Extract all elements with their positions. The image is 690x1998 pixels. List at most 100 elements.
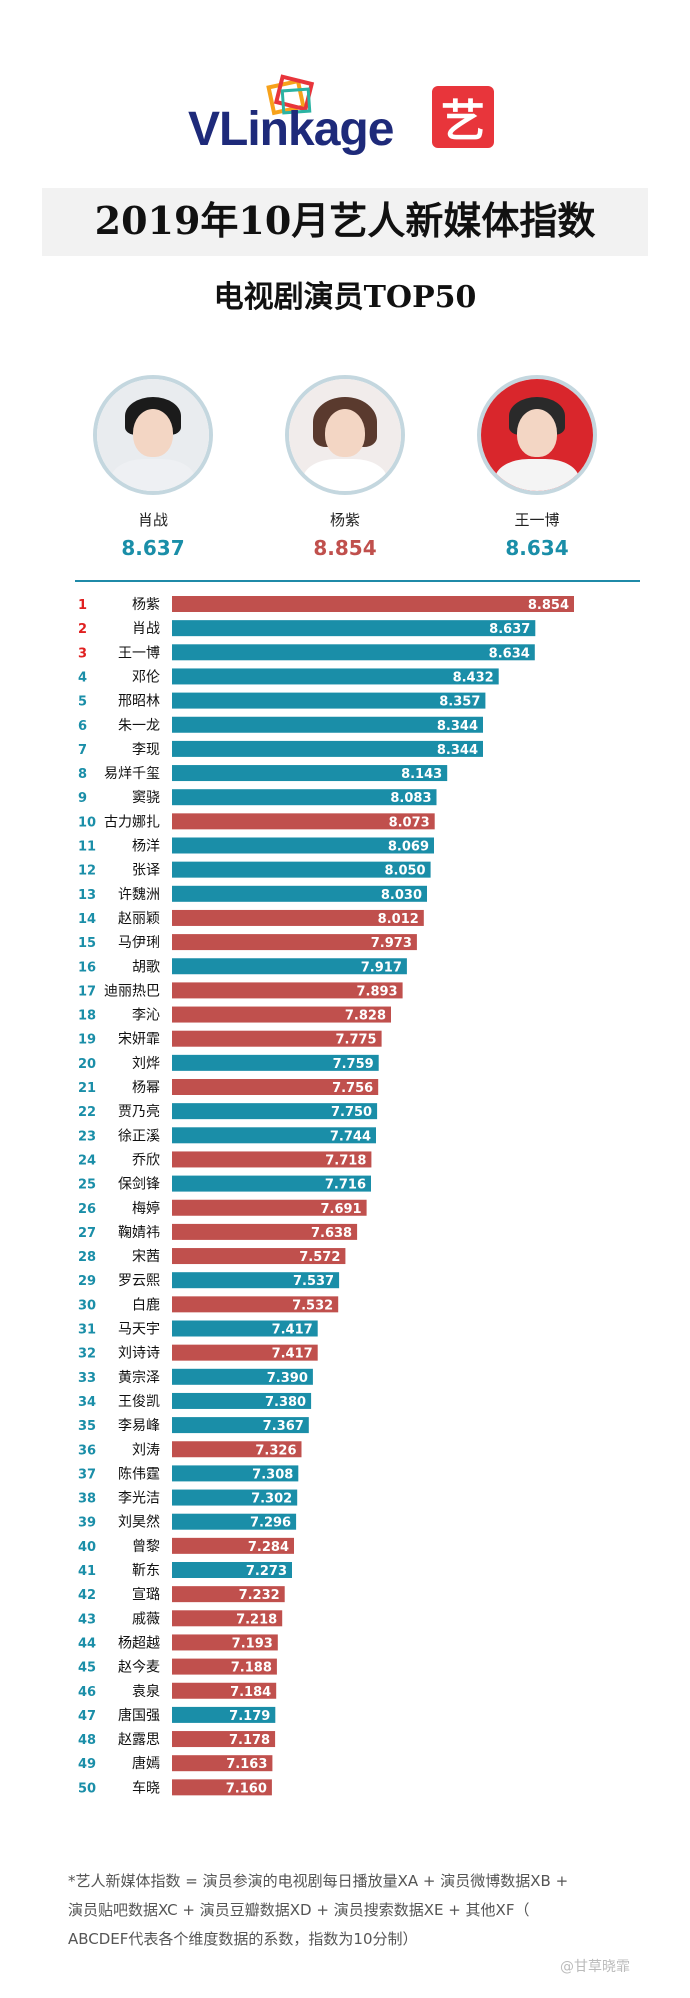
rank-label: 40 bbox=[78, 1540, 96, 1555]
bar bbox=[172, 1634, 278, 1651]
name-label: 杨幂 bbox=[132, 1080, 160, 1096]
rank-label: 7 bbox=[78, 743, 87, 758]
value-label: 7.302 bbox=[251, 1492, 292, 1507]
bar bbox=[172, 1296, 339, 1313]
name-label: 李沁 bbox=[132, 1008, 160, 1024]
value-label: 7.390 bbox=[267, 1371, 308, 1386]
footnote: *艺人新媒体指数 = 演员参演的电视剧每日播放量XA + 演员微博数据XB + … bbox=[68, 1867, 668, 1954]
value-label: 7.193 bbox=[232, 1636, 273, 1651]
name-label: 马伊琍 bbox=[118, 935, 160, 951]
name-label: 邢昭林 bbox=[118, 694, 160, 710]
value-label: 7.537 bbox=[293, 1274, 334, 1289]
value-label: 7.572 bbox=[299, 1250, 340, 1265]
logo-text: VLinkage bbox=[188, 103, 394, 156]
value-label: 8.083 bbox=[390, 791, 431, 806]
value-label: 7.756 bbox=[332, 1081, 373, 1096]
bar bbox=[172, 716, 483, 733]
rank-label: 31 bbox=[78, 1323, 96, 1338]
footnote-line-3: ABCDEF代表各个维度数据的系数，指数为10分制） bbox=[68, 1930, 418, 1948]
podium-name: 王一博 bbox=[514, 511, 560, 529]
rank-label: 43 bbox=[78, 1612, 96, 1627]
value-label: 8.050 bbox=[384, 864, 425, 879]
bar bbox=[172, 1344, 318, 1361]
name-label: 杨超越 bbox=[118, 1635, 160, 1651]
bar bbox=[172, 1682, 277, 1699]
bar bbox=[172, 1368, 313, 1385]
value-label: 7.160 bbox=[226, 1781, 267, 1796]
rank-label: 16 bbox=[78, 960, 96, 975]
name-label: 邓伦 bbox=[132, 669, 160, 685]
rank-label: 22 bbox=[78, 1105, 96, 1120]
value-label: 7.218 bbox=[236, 1612, 277, 1627]
bar bbox=[172, 1320, 318, 1337]
rank-label: 27 bbox=[78, 1226, 96, 1241]
value-label: 7.917 bbox=[361, 960, 402, 975]
rank-label: 6 bbox=[78, 719, 87, 734]
rank-label: 46 bbox=[78, 1685, 96, 1700]
rank-label: 29 bbox=[78, 1274, 96, 1289]
value-label: 8.069 bbox=[388, 840, 429, 855]
bar bbox=[172, 1223, 358, 1240]
value-label: 7.184 bbox=[230, 1685, 271, 1700]
value-label: 7.716 bbox=[325, 1178, 366, 1193]
value-label: 8.432 bbox=[453, 670, 494, 685]
name-label: 宣璐 bbox=[132, 1587, 160, 1603]
rank-label: 24 bbox=[78, 1153, 96, 1168]
rank-label: 49 bbox=[78, 1757, 96, 1772]
rank-label: 25 bbox=[78, 1178, 96, 1193]
value-label: 7.973 bbox=[371, 936, 412, 951]
rank-label: 2 bbox=[78, 622, 87, 637]
name-label: 宋妍霏 bbox=[118, 1032, 160, 1048]
logo-frames-icon bbox=[266, 74, 315, 116]
name-label: 刘涛 bbox=[132, 1442, 160, 1458]
name-label: 戚薇 bbox=[132, 1611, 160, 1627]
name-label: 袁泉 bbox=[132, 1683, 160, 1700]
rank-label: 28 bbox=[78, 1250, 96, 1265]
rank-label: 3 bbox=[78, 646, 87, 661]
rank-label: 38 bbox=[78, 1492, 96, 1507]
bar bbox=[172, 1706, 276, 1723]
value-label: 7.775 bbox=[335, 1033, 376, 1048]
bar bbox=[172, 1731, 276, 1748]
name-label: 赵露思 bbox=[118, 1732, 160, 1748]
rank-label: 9 bbox=[78, 791, 87, 806]
bar bbox=[172, 958, 407, 975]
bar bbox=[172, 1248, 346, 1265]
bar bbox=[172, 837, 434, 854]
value-label: 7.691 bbox=[320, 1202, 361, 1217]
name-label: 胡歌 bbox=[132, 959, 160, 975]
bar bbox=[172, 692, 486, 709]
value-label: 8.012 bbox=[378, 912, 419, 927]
name-label: 靳东 bbox=[132, 1563, 160, 1579]
name-label: 许魏洲 bbox=[118, 887, 160, 903]
bar bbox=[172, 1054, 379, 1071]
rank-label: 37 bbox=[78, 1467, 96, 1482]
podium-name: 肖战 bbox=[137, 511, 168, 529]
value-label: 7.179 bbox=[229, 1709, 270, 1724]
rank-label: 41 bbox=[78, 1564, 96, 1579]
name-label: 刘昊然 bbox=[118, 1514, 160, 1531]
podium-score: 8.854 bbox=[313, 536, 377, 560]
name-label: 马天宇 bbox=[118, 1322, 160, 1338]
bar bbox=[172, 1586, 285, 1603]
podium-item-2: 肖战 8.637 bbox=[88, 375, 218, 560]
bar bbox=[172, 596, 574, 612]
bar bbox=[172, 1489, 298, 1506]
value-label: 8.357 bbox=[439, 695, 480, 710]
rank-label: 45 bbox=[78, 1661, 96, 1676]
value-label: 8.344 bbox=[437, 743, 478, 758]
bar bbox=[172, 1417, 309, 1434]
name-label: 陈伟霆 bbox=[118, 1465, 160, 1482]
name-label: 徐正溪 bbox=[118, 1128, 160, 1144]
bar bbox=[172, 1562, 292, 1578]
name-label: 罗云熙 bbox=[118, 1273, 160, 1289]
value-label: 7.828 bbox=[345, 1009, 386, 1024]
value-label: 8.030 bbox=[381, 888, 422, 903]
value-label: 7.750 bbox=[331, 1105, 372, 1120]
avatar bbox=[93, 375, 213, 495]
podium-score: 8.634 bbox=[505, 536, 569, 560]
value-label: 8.073 bbox=[389, 815, 430, 830]
name-label: 黄宗泽 bbox=[118, 1369, 160, 1386]
name-label: 迪丽热巴 bbox=[104, 983, 160, 999]
